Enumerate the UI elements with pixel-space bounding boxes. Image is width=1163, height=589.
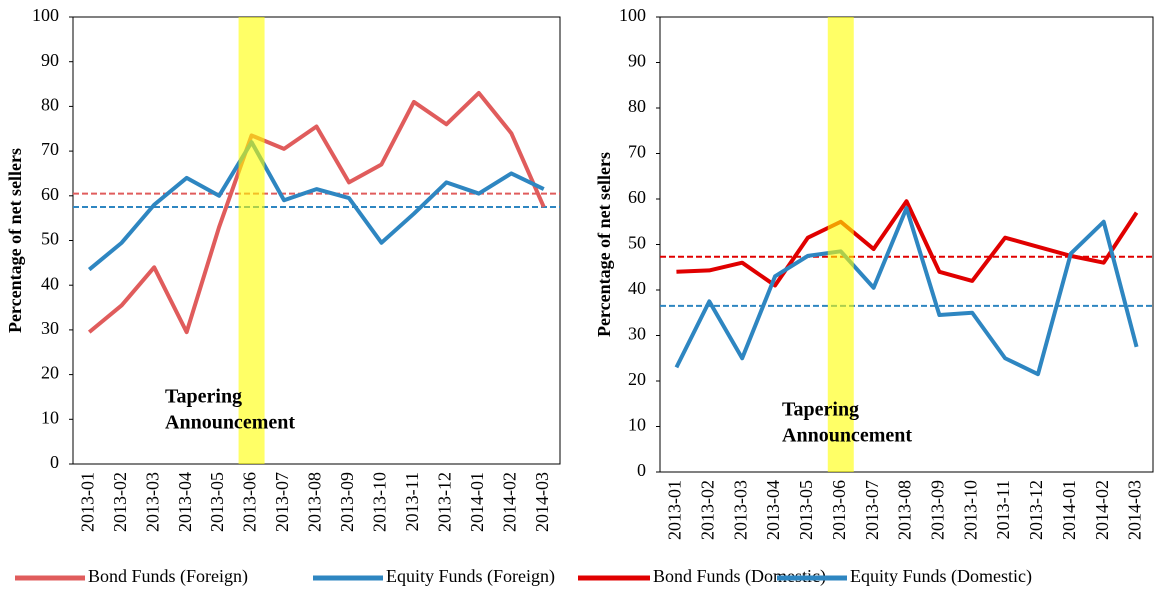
x-tick-label: 2014-03 xyxy=(1125,480,1145,540)
x-tick-label: 2013-11 xyxy=(993,480,1013,539)
series-line xyxy=(674,206,1139,377)
x-tick-label: 2013-05 xyxy=(207,472,227,532)
series-line xyxy=(676,199,1139,288)
y-tick-label: 60 xyxy=(41,184,59,204)
y-tick-label: 10 xyxy=(628,415,646,435)
annotation: Tapering xyxy=(165,386,242,408)
x-tick-label: 2013-11 xyxy=(402,472,422,531)
highlight-band xyxy=(238,17,265,464)
x-tick-label: 2013-01 xyxy=(665,480,685,540)
annotation: Announcement xyxy=(165,412,295,434)
x-tick-label: 2013-06 xyxy=(240,472,260,532)
highlight-band xyxy=(827,17,854,472)
x-tick-label: 2013-01 xyxy=(77,472,97,532)
x-tick-label: 2013-03 xyxy=(730,480,750,540)
x-tick-label: 2013-09 xyxy=(337,472,357,532)
y-tick-label: 90 xyxy=(41,50,59,70)
x-tick-label: 2014-02 xyxy=(1092,480,1112,540)
y-tick-label: 90 xyxy=(628,51,646,71)
x-tick-label: 2013-04 xyxy=(175,472,195,532)
x-tick-label: 2013-03 xyxy=(142,472,162,532)
x-tick-label: 2014-01 xyxy=(1059,480,1079,540)
x-tick-label: 2014-03 xyxy=(532,472,552,532)
y-tick-label: 40 xyxy=(628,278,646,298)
series-line xyxy=(87,140,545,272)
y-tick-label: 0 xyxy=(637,460,646,480)
annotation: Tapering xyxy=(782,399,859,421)
series-line xyxy=(87,90,546,335)
x-tick-label: 2013-08 xyxy=(305,472,325,532)
annotation: Announcement xyxy=(782,425,912,447)
y-tick-label: 20 xyxy=(628,369,646,389)
y-tick-label: 100 xyxy=(619,5,646,25)
y-tick-label: 30 xyxy=(628,324,646,344)
y-tick-label: 0 xyxy=(50,452,59,472)
x-tick-label: 2013-04 xyxy=(763,480,783,540)
x-tick-label: 2014-01 xyxy=(467,472,487,532)
legend-label: Equity Funds (Domestic) xyxy=(850,566,1032,587)
x-tick-label: 2013-10 xyxy=(960,480,980,540)
x-tick-label: 2013-02 xyxy=(110,472,130,532)
y-tick-label: 10 xyxy=(41,407,59,427)
legend-label: Bond Funds (Domestic) xyxy=(653,566,826,587)
y-tick-label: 60 xyxy=(628,187,646,207)
y-tick-label: 30 xyxy=(41,318,59,338)
y-tick-label: 80 xyxy=(628,96,646,116)
y-tick-label: 20 xyxy=(41,363,59,383)
legend-label: Equity Funds (Foreign) xyxy=(386,566,555,587)
x-tick-label: 2013-05 xyxy=(796,480,816,540)
x-tick-label: 2013-02 xyxy=(697,480,717,540)
x-tick-label: 2014-02 xyxy=(499,472,519,532)
x-tick-label: 2013-07 xyxy=(862,480,882,540)
plot-area xyxy=(72,16,561,465)
y-axis-label: Percentage of net sellers xyxy=(594,152,614,337)
x-tick-label: 2013-12 xyxy=(1026,480,1046,540)
y-tick-label: 50 xyxy=(41,229,59,249)
x-tick-label: 2013-09 xyxy=(927,480,947,540)
y-axis-label: Percentage of net sellers xyxy=(5,148,25,333)
x-tick-label: 2013-12 xyxy=(434,472,454,532)
legend-label: Bond Funds (Foreign) xyxy=(88,566,248,587)
x-tick-label: 2013-07 xyxy=(272,472,292,532)
y-tick-label: 80 xyxy=(41,95,59,115)
y-tick-label: 70 xyxy=(41,139,59,159)
x-tick-label: 2013-08 xyxy=(895,480,915,540)
x-tick-label: 2013-06 xyxy=(829,480,849,540)
y-tick-label: 50 xyxy=(628,233,646,253)
y-tick-label: 70 xyxy=(628,142,646,162)
y-tick-label: 100 xyxy=(32,5,59,25)
x-tick-label: 2013-10 xyxy=(370,472,390,532)
y-tick-label: 40 xyxy=(41,273,59,293)
